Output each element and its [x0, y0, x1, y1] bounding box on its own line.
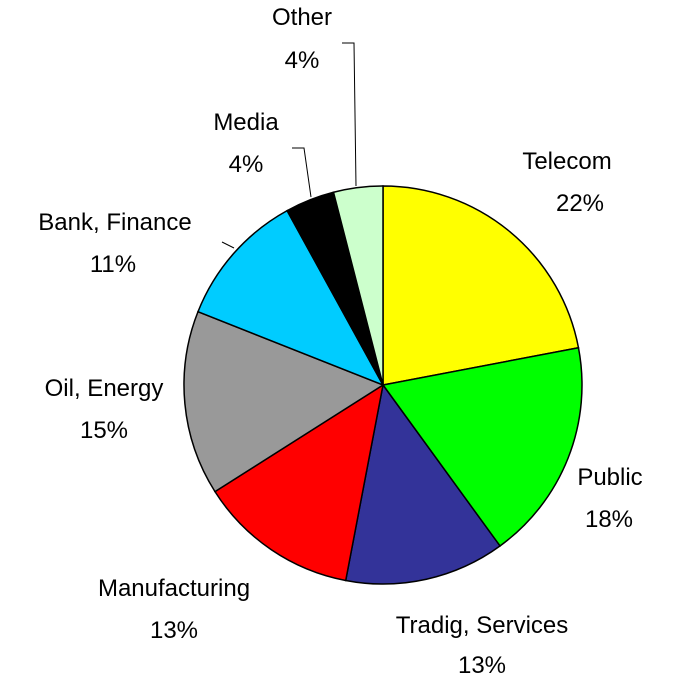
pie-slice-other	[332, 185, 384, 386]
slice-value-oil-energy: 15%	[80, 417, 128, 444]
leader-line-other	[342, 42, 357, 187]
slice-value-tradig-services: 13%	[458, 652, 506, 678]
slice-labels: Telecom 22% Public 18% Tradig, Services …	[38, 4, 642, 678]
slice-label-telecom: Telecom	[522, 148, 611, 175]
leader-lines	[221, 42, 357, 249]
slice-value-bank-finance: 11%	[90, 251, 136, 278]
slice-value-telecom: 22%	[556, 190, 604, 217]
leader-line-bank-finance	[221, 241, 235, 249]
leader-line-media	[292, 147, 312, 198]
slice-label-manufacturing: Manufacturing	[98, 575, 250, 602]
slice-label-oil-energy: Oil, Energy	[45, 375, 164, 402]
pie-slice-bank-finance	[196, 209, 385, 387]
pie-slice-telecom	[382, 185, 580, 386]
pie-slice-public	[381, 346, 583, 548]
slice-value-media: 4%	[229, 151, 264, 178]
slice-value-manufacturing: 13%	[150, 617, 198, 644]
slice-value-other: 4%	[285, 47, 320, 74]
slice-value-public: 18%	[585, 506, 633, 533]
slice-label-bank-finance: Bank, Finance	[38, 209, 191, 236]
pie-slice-manufacturing	[213, 383, 385, 582]
slice-label-public: Public	[577, 464, 642, 491]
pie-slice-oil-energy	[183, 310, 385, 493]
slice-label-other: Other	[272, 4, 332, 31]
slice-label-media: Media	[213, 109, 279, 136]
pie-slices	[183, 185, 583, 585]
pie-slice-tradig-services	[344, 383, 502, 585]
slice-label-tradig-services: Tradig, Services	[396, 612, 569, 639]
